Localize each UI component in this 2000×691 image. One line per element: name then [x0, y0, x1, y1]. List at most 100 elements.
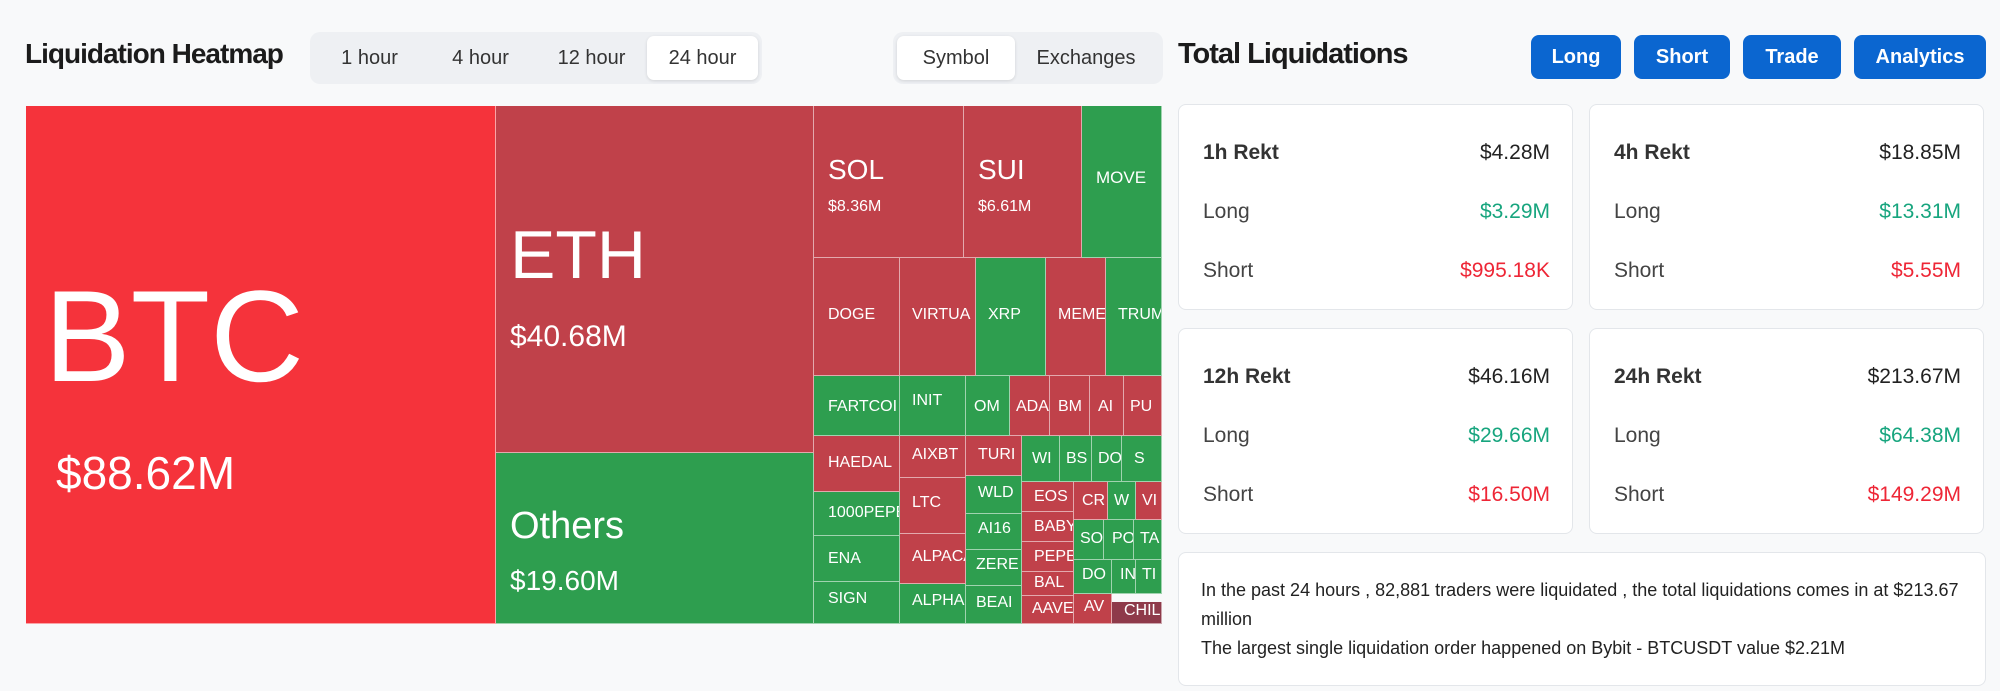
tile-symbol: CHILL [1124, 602, 1161, 619]
treemap-tile-btc[interactable]: BTC $88.62M [26, 106, 496, 624]
treemap-tile-ta[interactable]: TA [1134, 520, 1162, 560]
treemap-tile-move[interactable]: MOVE [1082, 106, 1162, 258]
tile-symbol: BABY [1034, 518, 1074, 535]
card-total: $4.28M [1479, 141, 1550, 164]
time-option-24h[interactable]: 24 hour [647, 36, 758, 80]
treemap-tile-alpha[interactable]: ALPHA [900, 584, 966, 624]
treemap-tile-eos[interactable]: EOS [1022, 482, 1074, 512]
treemap-tile-so[interactable]: SO [1074, 520, 1104, 560]
treemap-tile-pepe[interactable]: PEPE [1022, 542, 1074, 572]
rekt-card-1h: 1h Rekt $4.28M Long $3.29M Short $995.18K [1178, 104, 1573, 310]
summary-text: In the past 24 hours , 82,881 traders we… [1201, 580, 1959, 629]
treemap-tile-sign[interactable]: SIGN [814, 582, 900, 624]
treemap-tile-sol[interactable]: SOL $8.36M [814, 106, 964, 258]
long-label: Long [1203, 424, 1250, 447]
treemap-tile-zere[interactable]: ZERE [966, 550, 1022, 586]
tile-symbol: VIRTUA [912, 306, 971, 323]
tile-symbol: VI [1142, 492, 1158, 509]
treemap-tile-bs[interactable]: BS [1060, 436, 1092, 482]
long-button[interactable]: Long [1531, 35, 1621, 79]
time-option-12h[interactable]: 12 hour [557, 46, 626, 69]
tile-value: $40.68M [510, 320, 627, 353]
treemap-tile-aixbt[interactable]: AIXBT [900, 436, 966, 478]
treemap-tile-doge[interactable]: DOGE [814, 258, 900, 376]
treemap-tile-turi[interactable]: TURI [966, 436, 1022, 476]
treemap-tile-pu[interactable]: PU [1124, 376, 1162, 436]
liquidation-treemap: BTC $88.62M ETH $40.68M Others $19.60M SOL $8.3… [26, 106, 1162, 624]
long-label: Long [1614, 424, 1661, 447]
treemap-tile-bm[interactable]: BM [1050, 376, 1090, 436]
trade-button[interactable]: Trade [1743, 35, 1841, 79]
tile-symbol: ETH [510, 217, 646, 293]
tile-symbol: BS [1066, 450, 1088, 467]
tile-symbol: TRUM [1118, 306, 1162, 323]
long-label: Long [1203, 200, 1250, 223]
time-option-4h[interactable]: 4 hour [452, 46, 509, 69]
treemap-tile-bal[interactable]: BAL [1022, 572, 1074, 596]
tile-symbol: IN [1120, 566, 1136, 583]
treemap-tile-meme[interactable]: MEME [1046, 258, 1106, 376]
tile-symbol: ADA [1016, 398, 1049, 415]
short-button[interactable]: Short [1634, 35, 1730, 79]
treemap-tile-others[interactable]: Others $19.60M [496, 453, 814, 624]
treemap-tile-ti[interactable]: TI [1136, 560, 1162, 594]
card-total: $18.85M [1879, 141, 1961, 164]
view-option-symbol[interactable]: Symbol [897, 36, 1015, 80]
treemap-tile-ada[interactable]: ADA [1010, 376, 1050, 436]
treemap-tile-w[interactable]: W [1108, 482, 1136, 520]
short-label: Short [1203, 259, 1254, 282]
tile-symbol: DO [1082, 566, 1106, 583]
treemap-tile-vi[interactable]: VI [1136, 482, 1162, 520]
tile-symbol: PEPE [1034, 548, 1074, 565]
tile-symbol: MOVE [1096, 168, 1147, 187]
treemap-tile-om[interactable]: OM [966, 376, 1010, 436]
tile-symbol: BM [1058, 398, 1082, 415]
treemap-tile-baby[interactable]: BABY [1022, 512, 1074, 542]
long-value: $29.66M [1468, 424, 1550, 447]
treemap-tile-haedal[interactable]: HAEDAL [814, 436, 900, 492]
treemap-tile-beai[interactable]: BEAI [966, 586, 1022, 624]
tile-symbol: AIXBT [912, 446, 959, 463]
tile-symbol: AI [1098, 398, 1114, 415]
treemap-tile-trum[interactable]: TRUM [1106, 258, 1162, 376]
heatmap-title: Liquidation Heatmap [25, 38, 284, 69]
treemap-tile-ai16[interactable]: AI16 [966, 514, 1022, 550]
treemap-tile-xrp[interactable]: XRP [976, 258, 1046, 376]
tile-symbol: BEAI [976, 594, 1013, 611]
tile-symbol: TI [1142, 566, 1157, 583]
treemap-tile-aave[interactable]: AAVE [1022, 596, 1074, 624]
tile-symbol: WLD [978, 484, 1014, 501]
tile-symbol: INIT [912, 392, 943, 409]
treemap-tile-s[interactable]: S [1122, 436, 1162, 482]
treemap-tile-do[interactable]: DO [1074, 560, 1112, 594]
treemap-tile-ena[interactable]: ENA [814, 536, 900, 582]
card-total: $213.67M [1867, 365, 1961, 388]
treemap-tile-av[interactable]: AV [1074, 594, 1112, 624]
card-label: 12h Rekt [1203, 365, 1291, 388]
long-value: $3.29M [1479, 200, 1550, 223]
treemap-tile-chill[interactable]: CHILL [1112, 602, 1162, 624]
treemap-tile-cr[interactable]: CR [1074, 482, 1108, 520]
treemap-tile-virtua[interactable]: VIRTUA [900, 258, 976, 376]
treemap-tile-wld[interactable]: WLD [966, 476, 1022, 514]
analytics-button[interactable]: Analytics [1854, 35, 1986, 79]
treemap-tile-ltc[interactable]: LTC [900, 478, 966, 534]
tile-symbol: ZERE [976, 556, 1019, 573]
view-option-exchanges[interactable]: Exchanges [1036, 46, 1136, 69]
tile-symbol: HAEDAL [828, 454, 893, 471]
treemap-tile-in[interactable]: IN [1112, 560, 1136, 594]
total-liquidations-title: Total Liquidations [1178, 38, 1409, 70]
treemap-tile-eth[interactable]: ETH $40.68M [496, 106, 814, 453]
tile-symbol: TA [1140, 530, 1160, 547]
treemap-tile-po[interactable]: PO [1104, 520, 1134, 560]
treemap-tile-fartcoi[interactable]: FARTCOI [814, 376, 900, 436]
treemap-tile-init[interactable]: INIT [900, 376, 966, 436]
time-option-1h[interactable]: 1 hour [341, 46, 398, 69]
treemap-tile-sui[interactable]: SUI $6.61M [964, 106, 1082, 258]
treemap-tile-1000pepe[interactable]: 1000PEPE [814, 492, 900, 536]
treemap-tile-wi[interactable]: WI [1022, 436, 1060, 482]
treemap-tile-ai[interactable]: AI [1090, 376, 1124, 436]
treemap-tile-do[interactable]: DO [1092, 436, 1122, 482]
